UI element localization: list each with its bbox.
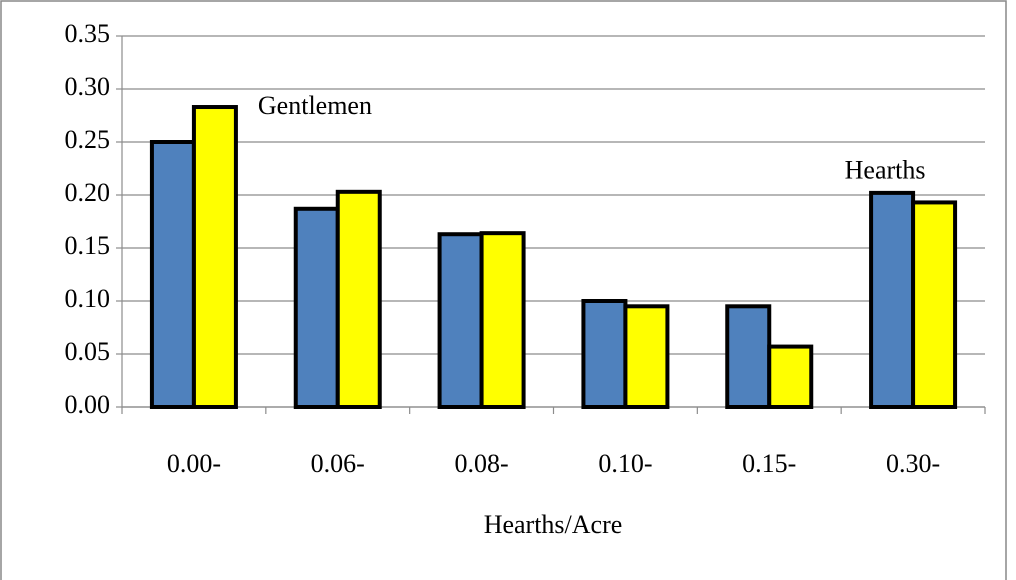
bar bbox=[479, 231, 526, 409]
y-tick-label: 0.15 bbox=[65, 231, 111, 260]
bar bbox=[437, 232, 484, 409]
bar bbox=[335, 189, 382, 409]
bar bbox=[581, 299, 628, 409]
x-tick-label: 0.30- bbox=[886, 449, 940, 478]
y-tick-label: 0.05 bbox=[65, 337, 111, 366]
bar bbox=[869, 190, 916, 409]
x-tick-label: 0.08- bbox=[454, 449, 508, 478]
bar bbox=[149, 140, 196, 409]
bar bbox=[911, 200, 958, 409]
x-tick-label: 0.10- bbox=[598, 449, 652, 478]
bar bbox=[623, 304, 670, 409]
bar bbox=[767, 344, 814, 409]
bar bbox=[725, 304, 772, 409]
x-tick-label: 0.06- bbox=[311, 449, 365, 478]
x-tick-label: 0.15- bbox=[742, 449, 796, 478]
y-tick-label: 0.30 bbox=[65, 72, 111, 101]
bar bbox=[191, 105, 238, 410]
y-tick-label: 0.35 bbox=[65, 19, 111, 48]
series-label: Gentlemen bbox=[258, 91, 372, 120]
y-tick-label: 0.20 bbox=[65, 178, 111, 207]
bar bbox=[293, 206, 340, 409]
series-label: Hearths bbox=[845, 155, 926, 184]
y-tick-label: 0.10 bbox=[65, 284, 111, 313]
y-tick-label: 0.25 bbox=[65, 125, 111, 154]
y-tick-label: 0.00 bbox=[65, 390, 111, 419]
x-axis-title: Hearths/Acre bbox=[484, 510, 623, 539]
x-tick-label: 0.00- bbox=[167, 449, 221, 478]
